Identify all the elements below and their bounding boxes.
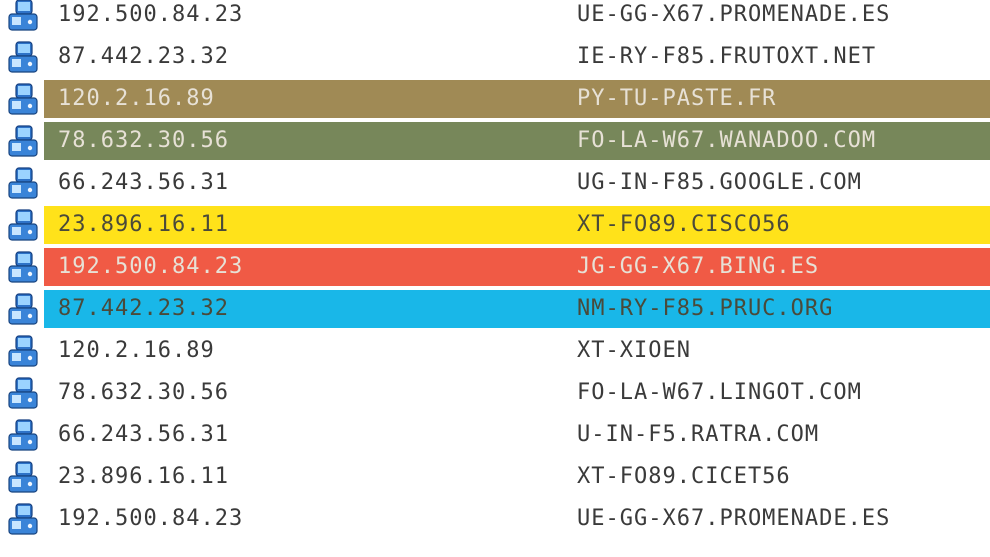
ip-address: 23.896.16.11: [58, 464, 229, 489]
ip-address: 66.243.56.31: [58, 422, 229, 447]
table-row[interactable]: 192.500.84.23 UE-GG-X67.PROMENADE.ES: [0, 500, 990, 538]
ip-address: 120.2.16.89: [58, 338, 215, 363]
ip-address: 87.442.23.32: [58, 296, 229, 321]
computer-icon: [6, 82, 40, 116]
table-row[interactable]: 23.896.16.11 XT-FO89.CICET56: [0, 458, 990, 496]
ip-address: 120.2.16.89: [58, 86, 215, 111]
row-highlight: [44, 290, 990, 328]
row-highlight: [44, 206, 990, 244]
computer-icon: [6, 250, 40, 284]
table-row[interactable]: 120.2.16.89 XT-XIOEN: [0, 332, 990, 370]
computer-icon: [6, 376, 40, 410]
row-highlight: [44, 122, 990, 160]
ip-address: 78.632.30.56: [58, 128, 229, 153]
table-row[interactable]: 78.632.30.56 FO-LA-W67.WANADOO.COM: [0, 122, 990, 160]
computer-icon: [6, 40, 40, 74]
hostname: UG-IN-F85.GOOGLE.COM: [577, 170, 862, 195]
computer-icon: [6, 166, 40, 200]
row-highlight: [44, 248, 990, 286]
hostname: NM-RY-F85.PRUC.ORG: [577, 296, 834, 321]
hostname: U-IN-F5.RATRA.COM: [577, 422, 820, 447]
table-row[interactable]: 66.243.56.31 U-IN-F5.RATRA.COM: [0, 416, 990, 454]
hostname: IE-RY-F85.FRUTOXT.NET: [577, 44, 877, 69]
ip-address: 87.442.23.32: [58, 44, 229, 69]
table-row[interactable]: 120.2.16.89 PY-TU-PASTE.FR: [0, 80, 990, 118]
row-highlight: [44, 80, 990, 118]
hostname: XT-FO89.CISCO56: [577, 212, 791, 237]
ip-address: 66.243.56.31: [58, 170, 229, 195]
table-row[interactable]: 78.632.30.56 FO-LA-W67.LINGOT.COM: [0, 374, 990, 412]
ip-address: 192.500.84.23: [58, 2, 244, 27]
ip-address: 78.632.30.56: [58, 380, 229, 405]
table-row[interactable]: 87.442.23.32 IE-RY-F85.FRUTOXT.NET: [0, 38, 990, 76]
hostname: JG-GG-X67.BING.ES: [577, 254, 820, 279]
hostname: PY-TU-PASTE.FR: [577, 86, 777, 111]
computer-icon: [6, 292, 40, 326]
hostname: FO-LA-W67.WANADOO.COM: [577, 128, 877, 153]
hostname: XT-XIOEN: [577, 338, 691, 363]
computer-icon: [6, 334, 40, 368]
ip-address: 192.500.84.23: [58, 506, 244, 531]
table-row[interactable]: 23.896.16.11 XT-FO89.CISCO56: [0, 206, 990, 244]
hostname: UE-GG-X67.PROMENADE.ES: [577, 506, 891, 531]
table-row[interactable]: 66.243.56.31 UG-IN-F85.GOOGLE.COM: [0, 164, 990, 202]
hostname: UE-GG-X67.PROMENADE.ES: [577, 2, 891, 27]
computer-icon: [6, 124, 40, 158]
table-row[interactable]: 192.500.84.23 UE-GG-X67.PROMENADE.ES: [0, 0, 990, 34]
computer-icon: [6, 460, 40, 494]
hostname: FO-LA-W67.LINGOT.COM: [577, 380, 862, 405]
computer-icon: [6, 0, 40, 32]
table-row[interactable]: 87.442.23.32 NM-RY-F85.PRUC.ORG: [0, 290, 990, 328]
computer-icon: [6, 502, 40, 536]
table-row[interactable]: 192.500.84.23 JG-GG-X67.BING.ES: [0, 248, 990, 286]
ip-address: 192.500.84.23: [58, 254, 244, 279]
ip-address: 23.896.16.11: [58, 212, 229, 237]
computer-icon: [6, 208, 40, 242]
hostname: XT-FO89.CICET56: [577, 464, 791, 489]
computer-icon: [6, 418, 40, 452]
